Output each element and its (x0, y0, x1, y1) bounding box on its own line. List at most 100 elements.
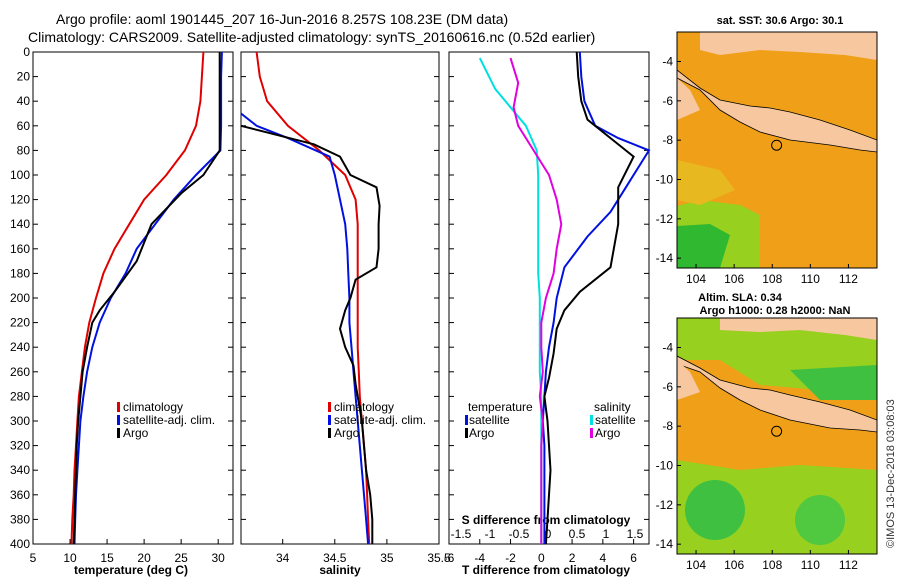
sla-high-patch-east (790, 365, 877, 400)
sst-map-title: sat. SST: 30.6 Argo: 30.1 (717, 15, 844, 27)
series-line-climatology (255, 51, 371, 545)
legend-salinity-title: salinity (594, 400, 631, 414)
legend-swatch-s-satellite (590, 415, 593, 425)
data-series (70, 51, 651, 545)
y-tick-label: 60 (17, 119, 31, 133)
map-x-tick-label: 108 (762, 272, 782, 286)
sla-land-borneo (677, 318, 877, 340)
sst-land-sumatra (677, 32, 700, 120)
sla-land-java (677, 355, 877, 433)
map-x-tick-label: 104 (686, 558, 706, 572)
sst-cold-patch (677, 224, 730, 268)
sla-argo-marker (771, 425, 783, 437)
y-tick-label: 400 (10, 537, 30, 551)
series-line-climatology (70, 51, 205, 545)
legend-label-s-satellite: satellite (595, 413, 636, 427)
series-line-satellite-adj-clim- (240, 112, 370, 545)
salinity-xlabel: salinity (319, 563, 361, 577)
x-tick-label: 4 (600, 551, 607, 565)
x-tick-label-salinity: -1.5 (451, 527, 472, 541)
x-tick-label-salinity: 1.5 (627, 527, 644, 541)
map-y-tick-label: -8 (662, 133, 673, 147)
x-tick-label: 20 (137, 551, 151, 565)
y-tick-label: 180 (10, 266, 30, 280)
legend-swatch-t-satellite (465, 415, 468, 425)
x-tick-label: -6 (444, 551, 455, 565)
sla-land-sumatra (677, 318, 700, 400)
y-tick-label: 200 (10, 291, 30, 305)
series-line-argo (72, 52, 221, 545)
y-tick-label: 120 (10, 193, 30, 207)
map-y-tick-label: -10 (656, 173, 674, 187)
sla-map-title-1: Altim. SLA: 0.34 (698, 292, 783, 304)
y-tick-label: 260 (10, 365, 30, 379)
x-tick-label: 5 (30, 551, 37, 565)
map-x-tick-label: 106 (724, 558, 744, 572)
map-y-tick-label: -4 (662, 55, 673, 69)
series-line-s-satellite (478, 57, 543, 544)
map-y-tick-label: -6 (662, 94, 673, 108)
x-tick-label: 10 (63, 551, 77, 565)
sla-eddy-west (685, 480, 745, 540)
sst-land-borneo (677, 32, 877, 60)
legend-swatch-climatology (117, 402, 120, 412)
x-tick-label: 25 (174, 551, 188, 565)
map-y-tick-label: -14 (656, 251, 674, 265)
y-tick-label: 360 (10, 488, 30, 502)
map-y-tick-label: -8 (662, 419, 673, 433)
legend-label-climatology: climatology (334, 400, 394, 414)
map-y-tick-label: -6 (662, 380, 673, 394)
map-y-tick-label: -14 (656, 537, 674, 551)
x-tick-label: 35.5 (427, 551, 451, 565)
map-y-tick-label: -12 (656, 212, 674, 226)
sla-map-frame (676, 317, 878, 555)
legend-temperature-title: temperature (468, 400, 533, 414)
map-x-tick-label: 104 (686, 272, 706, 286)
y-tick-label: 380 (10, 512, 30, 526)
x-tick-label: 30 (212, 551, 226, 565)
x-tick-label-salinity: -0.5 (509, 527, 530, 541)
legend-label-climatology: climatology (123, 400, 183, 414)
legend-swatch-argo (117, 428, 120, 438)
y-tick-label: 160 (10, 242, 30, 256)
map-y-tick-label: -4 (662, 341, 673, 355)
y-tick-label: 20 (17, 70, 31, 84)
map-x-tick-label: 110 (801, 558, 820, 572)
y-tick-label: 100 (10, 168, 30, 182)
x-tick-label-salinity: 0 (545, 527, 552, 541)
salinity-panel-frame (240, 51, 440, 545)
axis-ticks: 0204060801001201401601802002202402602803… (10, 45, 649, 565)
legend-swatch-t-argo (465, 428, 468, 438)
y-tick-label: 80 (17, 143, 31, 157)
legend-label-satellite: satellite-adj. clim. (123, 413, 215, 427)
difference-panel-frame (448, 51, 650, 545)
sst-map-frame (676, 31, 878, 269)
x-tick-label-salinity: 0.5 (569, 527, 586, 541)
temperature-legend: climatology satellite-adj. clim. Argo (117, 400, 215, 440)
series-line-s-argo (509, 57, 563, 544)
sst-mid-patch (677, 160, 735, 205)
x-tick-label: 35 (380, 551, 394, 565)
temperature-panel-frame (32, 51, 234, 545)
legend-swatch-satellite (328, 415, 331, 425)
salinity-legend: climatology satellite-adj. clim. Argo (328, 400, 426, 440)
difference-xlabel-salinity: S difference from climatology (462, 513, 631, 527)
temperature-xlabel: temperature (deg C) (74, 563, 188, 577)
x-tick-label: 2 (569, 551, 576, 565)
map-x-tick-label: 108 (762, 558, 782, 572)
legend-label-s-argo: Argo (595, 426, 621, 440)
y-tick-label: 300 (10, 414, 30, 428)
series-line-t-argo (543, 51, 635, 545)
legend-label-argo: Argo (334, 426, 360, 440)
x-tick-label: 34 (276, 551, 290, 565)
map-x-tick-label: 112 (839, 272, 858, 286)
legend-label-t-satellite: satellite (469, 413, 510, 427)
map-y-tick-label: -12 (656, 498, 674, 512)
difference-xlabel: T difference from climatology (462, 563, 630, 577)
x-tick-label: 15 (100, 551, 114, 565)
difference-legend: temperature satellite Argo salinity sate… (465, 400, 636, 440)
x-tick-label: 0 (538, 551, 545, 565)
legend-swatch-climatology (328, 402, 331, 412)
footer-credit: ©IMOS 13-Dec-2018 03:08:03 (885, 399, 897, 548)
